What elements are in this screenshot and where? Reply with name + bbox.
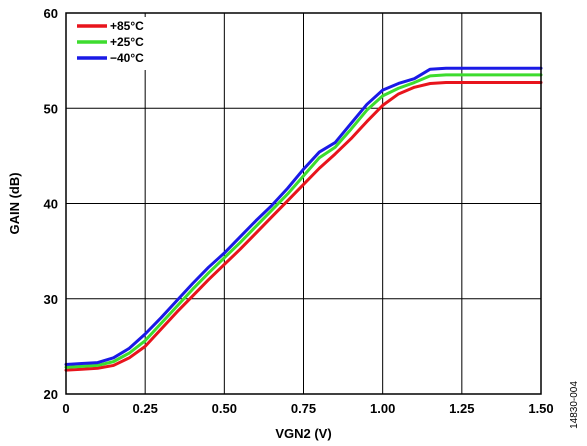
series-line-1: [64, 73, 543, 369]
x-axis-label: VGN2 (V): [275, 426, 331, 441]
x-tick-label: 0.25: [133, 401, 158, 416]
x-tick-labels: 0 0.25 0.50 0.75 1.00 1.25 1.50: [62, 401, 553, 416]
x-tick-label: 1.25: [449, 401, 474, 416]
x-tick-label: 0: [62, 401, 69, 416]
series-line-0: [64, 81, 543, 372]
x-tick-label: 0.75: [291, 401, 316, 416]
x-tick-label: 1.50: [528, 401, 553, 416]
plot-frame: [65, 12, 542, 395]
legend-label: +25°C: [110, 35, 144, 49]
legend: +85°C +25°C −40°C: [72, 17, 172, 70]
y-tick-label: 20: [44, 387, 58, 402]
x-tick-label: 0.50: [212, 401, 237, 416]
series-line-2: [64, 66, 543, 366]
y-tick-label: 50: [44, 101, 58, 116]
legend-label: +85°C: [110, 19, 144, 33]
y-tick-label: 40: [44, 197, 58, 212]
figure-id: 14830-004: [569, 381, 580, 429]
y-tick-label: 30: [44, 292, 58, 307]
grid-lines: [65, 12, 542, 395]
y-tick-labels: 20 30 40 50 60: [44, 6, 58, 402]
y-tick-label: 60: [44, 6, 58, 21]
x-tick-label: 1.00: [370, 401, 395, 416]
legend-label: −40°C: [110, 51, 144, 65]
y-axis-label: GAIN (dB): [7, 172, 22, 234]
series-lines: [64, 66, 543, 372]
